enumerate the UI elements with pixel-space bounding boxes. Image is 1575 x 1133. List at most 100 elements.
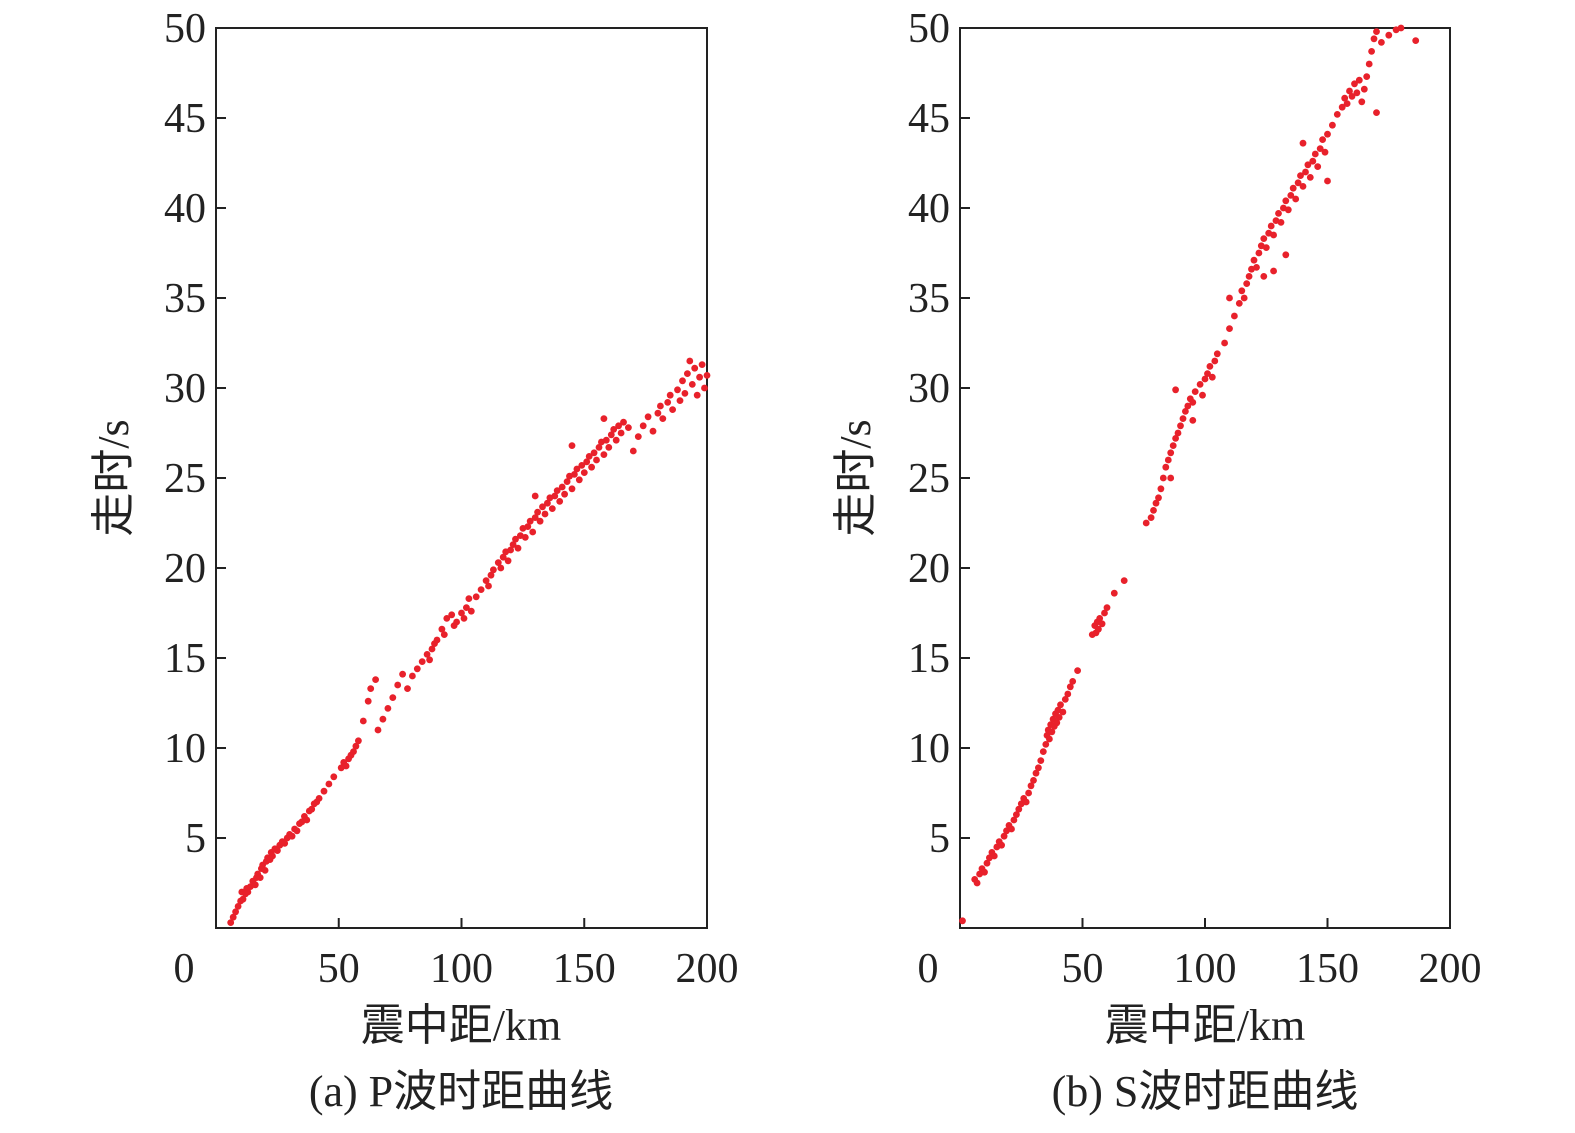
data-point [664, 399, 672, 406]
x-tick-label: 150 [1296, 946, 1359, 992]
data-point [1253, 264, 1260, 271]
data-point [1189, 399, 1197, 406]
data-point [615, 422, 622, 430]
x-tick-label: 100 [430, 946, 493, 992]
data-point [448, 611, 456, 619]
data-point [536, 517, 544, 525]
data-point [1343, 100, 1351, 107]
data-point [325, 780, 333, 788]
data-point [1299, 183, 1307, 190]
data-point [526, 517, 534, 525]
data-point [1355, 76, 1363, 84]
plot-frame [215, 27, 708, 929]
data-point [696, 373, 703, 381]
data-point [1302, 168, 1309, 176]
data-point [1397, 24, 1405, 32]
data-point [1022, 798, 1030, 806]
data-point [1270, 231, 1277, 239]
data-point [1179, 415, 1187, 422]
data-point [234, 903, 242, 910]
data-point [1098, 620, 1106, 628]
data-point [494, 559, 502, 566]
data-point [1167, 474, 1175, 482]
data-point [1385, 31, 1393, 39]
x-axis-label: 震中距/km [1105, 1001, 1305, 1050]
data-point [394, 681, 402, 689]
data-point [644, 413, 652, 421]
data-point [1370, 35, 1378, 43]
data-point [1338, 103, 1346, 111]
data-point [229, 913, 237, 921]
data-point [629, 447, 637, 455]
data-point [674, 386, 681, 394]
data-point [1110, 589, 1118, 597]
y-tick-label: 10 [908, 726, 950, 772]
data-point [467, 607, 475, 615]
data-point [1035, 764, 1042, 772]
data-point [666, 391, 674, 399]
data-point [990, 852, 998, 860]
data-point [1226, 325, 1233, 332]
data-point [320, 787, 328, 795]
data-point [1250, 256, 1258, 264]
x-tick-label: 50 [318, 946, 360, 992]
data-point [605, 444, 613, 451]
data-point [1064, 690, 1072, 698]
data-point [1378, 39, 1385, 46]
data-point [1346, 87, 1353, 95]
data-point [487, 571, 495, 579]
data-point [1238, 287, 1246, 295]
y-tick-label: 5 [929, 816, 950, 862]
data-point [634, 433, 642, 440]
data-point [428, 645, 436, 653]
data-point [1177, 422, 1184, 430]
data-point [507, 546, 514, 554]
data-point [463, 604, 470, 611]
data-point [539, 503, 546, 511]
data-point [1008, 825, 1015, 833]
data-point [568, 485, 576, 493]
data-point [1066, 683, 1074, 691]
data-point [1412, 37, 1420, 44]
data-point [571, 471, 578, 478]
data-point [364, 697, 372, 705]
x-tick-label: 100 [1174, 946, 1237, 992]
data-point [1167, 449, 1175, 457]
data-point [998, 841, 1005, 849]
data-point [1324, 130, 1331, 138]
data-point [1150, 507, 1157, 514]
data-point [1282, 197, 1290, 205]
data-point [1074, 667, 1081, 674]
data-point [1159, 474, 1167, 482]
y-tick-label: 25 [164, 456, 206, 502]
data-point [691, 364, 699, 372]
data-point [561, 490, 568, 498]
data-point [1103, 604, 1111, 611]
data-point [1221, 339, 1228, 347]
data-point [1297, 172, 1304, 180]
data-point [1046, 735, 1053, 743]
data-point [1255, 249, 1263, 257]
x-tick-label: 200 [1419, 946, 1482, 992]
data-point [1235, 300, 1243, 307]
data-point [1095, 625, 1102, 633]
data-point [1189, 417, 1197, 424]
data-point [578, 462, 586, 469]
data-point [1174, 429, 1182, 437]
data-point [389, 694, 397, 701]
data-point [563, 478, 571, 485]
data-point [1172, 386, 1179, 394]
data-point [482, 577, 490, 584]
data-point [413, 665, 421, 673]
data-point [1311, 150, 1319, 158]
y-tick-label: 45 [908, 96, 950, 142]
data-point [355, 737, 362, 745]
data-point [1351, 80, 1358, 88]
data-point [367, 685, 375, 692]
data-point [244, 888, 252, 896]
data-point [1048, 728, 1056, 736]
data-point [1373, 109, 1380, 116]
data-point [1348, 93, 1356, 100]
data-point [458, 609, 465, 617]
data-point [612, 436, 620, 444]
